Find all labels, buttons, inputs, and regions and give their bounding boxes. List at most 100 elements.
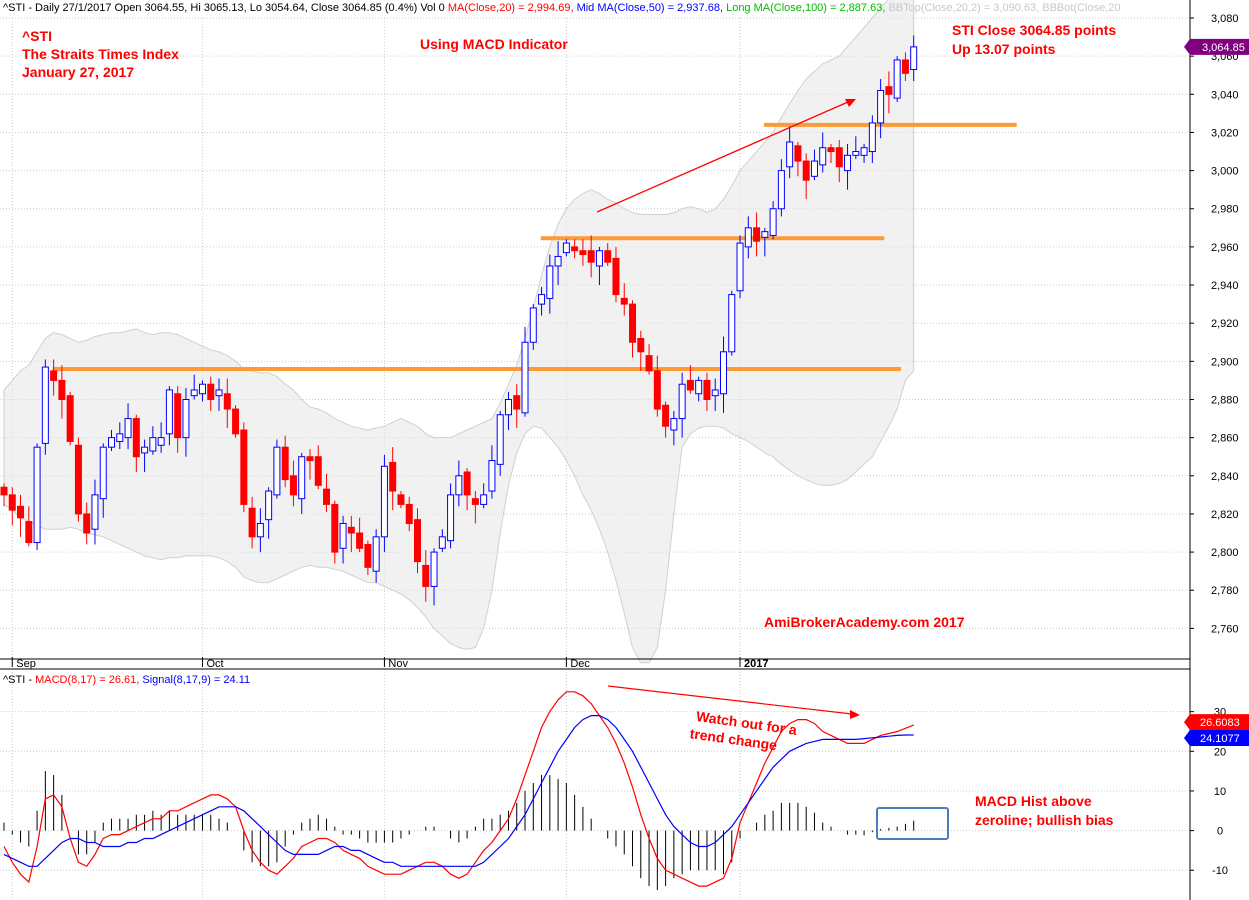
candle-body	[802, 160, 810, 181]
candle-body	[554, 255, 562, 267]
candle-body	[223, 393, 231, 410]
header-segment: BBTop(Close,20,2) = 3,090.63,	[888, 2, 1042, 14]
trend-arrow	[596, 99, 856, 213]
candle-body	[835, 147, 843, 168]
candle-body	[17, 505, 25, 519]
date-tick-label: Sep	[16, 658, 36, 670]
candle-body	[844, 154, 852, 172]
candle-body	[165, 389, 173, 435]
candle-body	[447, 494, 455, 542]
header-segment: BBBot(Close,20	[1042, 2, 1120, 14]
macd-value-badge	[1184, 714, 1249, 731]
candle-body	[265, 490, 273, 521]
candle-body	[728, 294, 736, 353]
candle-body	[339, 522, 347, 549]
ticker-label: ^STI	[22, 28, 52, 44]
header-segment: ^STI -	[3, 674, 35, 686]
candle-body	[496, 414, 504, 465]
candle-body	[83, 513, 91, 534]
candle-body	[132, 418, 140, 458]
hist-note-line1: MACD Hist above	[975, 793, 1092, 809]
candle-body	[794, 145, 802, 162]
candle-body	[389, 461, 397, 492]
signal-value-badge	[1184, 730, 1249, 747]
candle-body	[670, 418, 678, 431]
candle-body	[116, 433, 124, 442]
macd-grid	[0, 711, 1190, 871]
candle-body	[587, 250, 595, 263]
candle-body	[380, 465, 388, 538]
candle-body	[595, 250, 603, 267]
candle-body	[877, 89, 885, 124]
candle-body	[314, 456, 322, 486]
macd-lines	[3, 691, 914, 887]
candle-body	[678, 383, 686, 420]
divergence-arrow	[607, 685, 860, 719]
candle-body	[33, 446, 41, 544]
candle-body	[190, 389, 198, 397]
candle-body	[232, 408, 240, 435]
price-axis: 2,760 2,780 2,800 2,820 2,840 2,860 2,880 2,900…	[1189, 0, 1239, 900]
last-price-badge: 3,064.85	[1184, 38, 1249, 55]
candle-body	[405, 503, 413, 524]
candle-body	[397, 494, 405, 505]
candle-body	[620, 297, 628, 305]
date-tick-label: Dec	[570, 658, 590, 670]
candle-body	[711, 389, 719, 397]
candle-body	[207, 383, 215, 400]
price-tick-label: 2,980	[1211, 204, 1239, 216]
macd-tick-label: -10	[1212, 865, 1228, 877]
price-candles	[0, 35, 918, 606]
candle-body	[149, 437, 157, 452]
candle-body	[50, 370, 58, 381]
candle-body	[463, 471, 471, 496]
header-segment: Long MA(Close,100) = 2,887.63,	[726, 2, 888, 14]
candle-body	[124, 418, 132, 439]
date-tick-label: 2017	[744, 658, 768, 670]
histogram-highlight-box	[876, 807, 949, 840]
price-tick-label: 2,940	[1211, 280, 1239, 292]
price-tick-label: 2,880	[1211, 394, 1239, 406]
candle-body	[422, 564, 430, 587]
macd-tick-label: 0	[1217, 826, 1223, 838]
price-tick-label: 2,800	[1211, 547, 1239, 559]
signal-line	[3, 714, 914, 867]
candle-body	[66, 395, 74, 442]
candle-body	[0, 486, 8, 496]
candle-body	[331, 503, 339, 553]
candle-body	[612, 257, 620, 296]
candle-body	[281, 446, 289, 481]
candle-body	[108, 437, 116, 448]
candle-body	[695, 379, 703, 395]
candle-body	[99, 446, 107, 500]
candle-body	[810, 160, 818, 177]
candle-body	[141, 446, 149, 454]
price-tick-label: 3,040	[1211, 89, 1239, 101]
candle-body	[686, 379, 694, 391]
candle-body	[174, 393, 182, 439]
indicator-note: Using MACD Indicator	[420, 36, 568, 52]
candle-body	[777, 170, 785, 210]
candle-body	[182, 398, 190, 439]
candle-body	[91, 494, 99, 530]
candle-body	[562, 242, 570, 254]
candle-body	[538, 294, 546, 305]
candle-body	[471, 498, 479, 505]
last-price-value: 3,064.85	[1202, 42, 1245, 54]
macd-line	[3, 691, 914, 887]
price-tick-label: 2,840	[1211, 471, 1239, 483]
close-note: STI Close 3064.85 points	[952, 22, 1116, 38]
candle-body	[753, 227, 761, 242]
candle-body	[240, 429, 248, 505]
price-tick-label: 2,860	[1211, 433, 1239, 445]
price-tick-label: 2,760	[1211, 623, 1239, 635]
bollinger-band-area	[3, 0, 915, 664]
date-axis: Sep Oct Nov Dec 2017	[11, 657, 769, 670]
candle-body	[868, 122, 876, 153]
candle-body	[248, 507, 256, 538]
candle-body	[901, 59, 909, 74]
candle-body	[273, 446, 281, 496]
candle-body	[306, 456, 314, 462]
price-tick-label: 2,900	[1211, 356, 1239, 368]
